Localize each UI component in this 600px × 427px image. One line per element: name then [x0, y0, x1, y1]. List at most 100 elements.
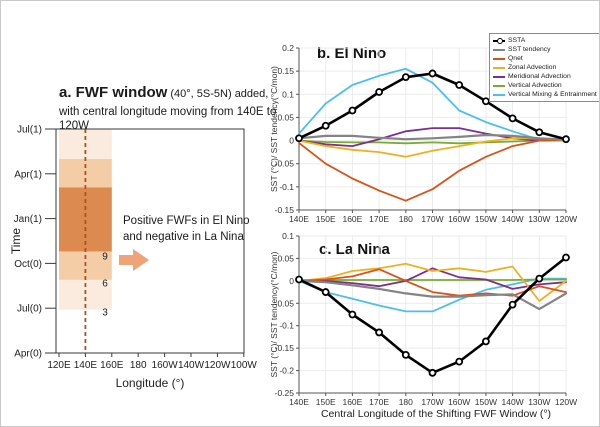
panel-b-ylabel: SST (°C)/ SST tendency(°C/mon) — [269, 66, 279, 192]
legend-line-swatch — [493, 91, 505, 98]
legend-line-swatch — [493, 55, 505, 62]
series-sst-tendency — [297, 133, 568, 141]
legend-label: Vertical Mixing & Entrainment — [508, 91, 597, 98]
x-tick-label: 140W — [501, 397, 523, 407]
panel-a-xlabel: Longitude (°) — [116, 376, 185, 390]
legend-line-swatch — [493, 64, 505, 71]
panel-a-title: a. FWF window (40°, 5S-5N) added, with c… — [59, 83, 309, 134]
x-tick-label: 140W — [178, 360, 205, 371]
x-tick-label: 150E — [316, 397, 336, 407]
x-tick-label: 160W — [448, 214, 470, 224]
x-tick-label: 180 — [130, 360, 147, 371]
annotation-line-1: Positive FWFs in El Nino — [123, 215, 250, 227]
ramp-label-9: 9 — [102, 251, 108, 262]
x-tick-label: 160E — [342, 397, 362, 407]
legend-label: Vertical Advection — [508, 82, 562, 89]
y-tick-label: -0.15 — [275, 205, 295, 215]
y-tick-label: Apr(1) — [14, 169, 42, 180]
legend-item-vertical-mixing-entrainment: Vertical Mixing & Entrainment — [493, 90, 597, 99]
x-tick-label: 170W — [421, 214, 443, 224]
panel-a-plot-box — [55, 128, 245, 354]
panel-a-title-rest: (40°, 5S-5N) added, — [167, 88, 269, 100]
x-tick-label: 170W — [421, 397, 443, 407]
x-tick-label: 160W — [448, 397, 470, 407]
legend-label: Qnet — [508, 55, 523, 62]
legend-item-meridional-advection: Meridional Advection — [493, 72, 597, 81]
x-tick-label: 170E — [369, 214, 389, 224]
legend-line-swatch — [493, 82, 505, 89]
legend-line-swatch — [493, 46, 505, 53]
series-qnet — [298, 268, 567, 297]
x-tick-label: 100W — [231, 360, 258, 371]
y-tick-label: 0.1 — [282, 231, 294, 241]
legend-label: Meridional Advection — [508, 73, 571, 80]
x-tick-label: 140E — [289, 214, 309, 224]
series-ssta-markers — [295, 69, 570, 144]
shift-arrow-icon — [119, 249, 149, 271]
y-tick-label: -0.05 — [275, 159, 295, 169]
legend-label: SSTA — [508, 37, 526, 44]
legend-item-vertical-advection: Vertical Advection — [493, 81, 597, 90]
x-tick-label: 120W — [204, 360, 231, 371]
y-tick-label: Apr(0) — [14, 349, 42, 360]
y-tick-label: -0.15 — [275, 343, 295, 353]
x-tick-label: 120E — [47, 360, 71, 371]
legend-item-ssta: SSTA — [493, 36, 597, 45]
legend-label: Zonal Advection — [508, 64, 557, 71]
legend-line-swatch — [493, 73, 505, 80]
legend: SSTA SST tendency Qnet Zonal Advection Merid… — [489, 33, 599, 102]
y-tick-label: -0.1 — [279, 182, 294, 192]
annotation-line-2: and negative in La Nina — [123, 231, 244, 244]
y-tick-label: 0.2 — [282, 43, 294, 53]
x-tick-label: 160W — [152, 360, 179, 371]
x-tick-label: 150W — [475, 397, 497, 407]
legend-item-sst-tendency: SST tendency — [493, 45, 597, 54]
x-tick-label: 140W — [501, 214, 523, 224]
y-tick-label: -0.25 — [275, 388, 295, 398]
legend-item-zonal-advection: Zonal Advection — [493, 63, 597, 72]
y-tick-label: -0.2 — [279, 366, 294, 376]
x-tick-label: 160E — [100, 360, 124, 371]
y-tick-label: Oct(0) — [14, 259, 42, 270]
legend-item-qnet: Qnet — [493, 54, 597, 63]
series-vertical-advection — [298, 139, 567, 145]
fwf-band-dark — [59, 187, 112, 252]
x-tick-label: 120W — [555, 397, 577, 407]
x-tick-label: 160E — [342, 214, 362, 224]
x-tick-label: 140E — [289, 397, 309, 407]
x-tick-label: 120W — [555, 214, 577, 224]
panel-a-annotation: Positive FWFs in El Nino and negative in… — [123, 213, 250, 245]
y-tick-label: Jul(1) — [17, 125, 42, 136]
x-tick-label: 150E — [316, 214, 336, 224]
series-vertical-advection — [298, 278, 567, 281]
series-ssta-markers — [295, 253, 570, 377]
y-tick-label: Jan(1) — [14, 214, 42, 225]
y-tick-label: -0.05 — [275, 298, 295, 308]
panel-a-title-bold: a. FWF window — [59, 84, 168, 101]
x-tick-label: 180 — [399, 397, 413, 407]
x-tick-label: 150W — [475, 214, 497, 224]
y-tick-label: 0.05 — [277, 112, 294, 122]
x-tick-label: 140E — [74, 360, 98, 371]
y-tick-label: 0 — [289, 276, 294, 286]
fwf-window-chart: Jul(1) Apr(1) Jan(1) Oct(0) Jul(0) Apr(0) 120E… — [9, 125, 258, 391]
x-tick-label: 130W — [528, 214, 550, 224]
series-zonal-advection — [298, 262, 567, 302]
panel-c-ylabel: SST (°C)/ SST tendency(°C/mon) — [269, 251, 279, 377]
series-qnet — [298, 138, 567, 202]
panel-b-title: b. El Nino — [317, 45, 387, 62]
y-tick-label: 0 — [289, 136, 294, 146]
legend-label: SST tendency — [508, 46, 551, 53]
series-vertical-mixing-entrainment — [298, 277, 567, 313]
series-zonal-advection — [298, 137, 567, 158]
y-tick-label: Jul(0) — [17, 304, 42, 315]
y-tick-label: 0.1 — [282, 89, 294, 99]
legend-line-marker-swatch — [493, 37, 505, 44]
series-sst-tendency — [297, 279, 568, 311]
ramp-label-6: 6 — [102, 278, 108, 289]
x-tick-label: 180 — [399, 214, 413, 224]
x-tick-label: 130W — [528, 397, 550, 407]
